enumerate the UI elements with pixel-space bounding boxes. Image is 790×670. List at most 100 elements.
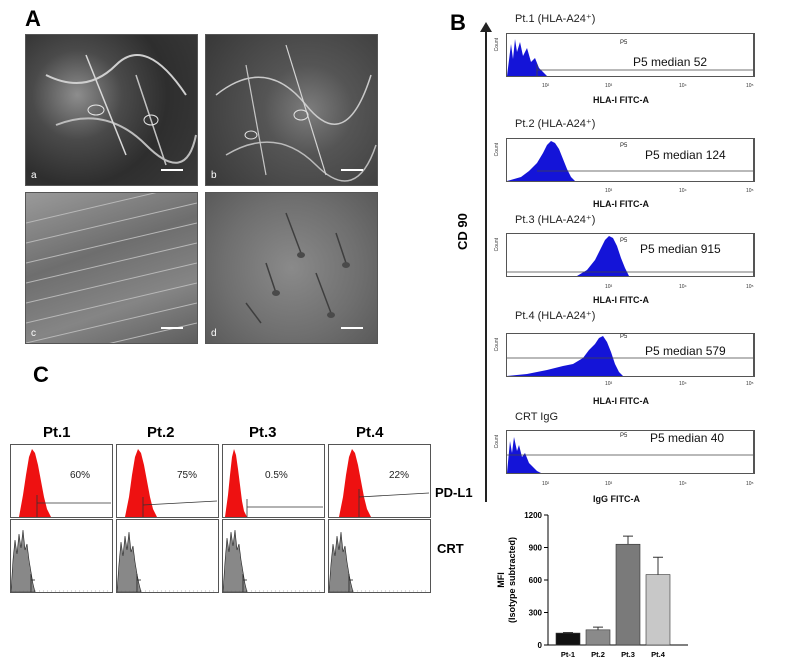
bar bbox=[555, 632, 581, 646]
panel-a-letter: A bbox=[25, 6, 41, 31]
gate-label: P5 bbox=[620, 334, 628, 340]
micrograph-label: b bbox=[211, 170, 217, 181]
micrograph-d: d bbox=[205, 192, 378, 344]
scale-bar bbox=[161, 169, 183, 171]
histogram-xlabel: HLA-I FITC-A bbox=[593, 295, 649, 305]
histogram-plot: Count bbox=[494, 233, 755, 277]
x-tick-label: 10⁴ bbox=[679, 188, 687, 194]
pdl1-histogram bbox=[328, 444, 431, 518]
cd90-axis-label: CD 90 bbox=[455, 213, 470, 250]
pdl1-percent: 0.5% bbox=[265, 470, 288, 481]
x-tick-labels: 10² 10³ 10⁴ 10⁵ bbox=[506, 481, 756, 489]
x-tick-label: 10⁵ bbox=[746, 188, 754, 194]
pdl1-histogram bbox=[10, 444, 113, 518]
x-tick-label: 10⁴ bbox=[679, 284, 687, 290]
pdl1-histogram bbox=[222, 444, 325, 518]
pdl1-percent: 60% bbox=[70, 470, 91, 481]
histogram-title: Pt.1 (HLA-A24⁺) bbox=[515, 13, 596, 25]
histogram-title: Pt.4 (HLA-A24⁺) bbox=[515, 310, 596, 322]
histogram-title: Pt.3 (HLA-A24⁺) bbox=[515, 214, 596, 226]
patient-header: Pt.1 bbox=[43, 424, 71, 441]
gate-label: P5 bbox=[620, 40, 628, 46]
x-tick-label: 10⁴ bbox=[679, 481, 687, 487]
x-tick-label: 10⁵ bbox=[746, 284, 754, 290]
count-axis-label: Count bbox=[494, 435, 500, 449]
y-axis-label: (Isotype subtracted) bbox=[507, 537, 517, 623]
x-tick-label: 10⁵ bbox=[746, 481, 754, 487]
gate-label: P5 bbox=[620, 433, 628, 439]
x-tick-label: 10⁴ bbox=[679, 83, 687, 89]
gate-label: P5 bbox=[620, 238, 628, 244]
panel-c-letter: C bbox=[33, 362, 49, 387]
count-axis-label: Count bbox=[494, 143, 500, 157]
patient-header: Pt.4 bbox=[356, 424, 384, 441]
count-axis-label: Count bbox=[494, 238, 500, 252]
histogram-xlabel: HLA-I FITC-A bbox=[593, 396, 649, 406]
patient-header: Pt.2 bbox=[147, 424, 175, 441]
pdl1-percent: 75% bbox=[177, 470, 198, 481]
x-tick-label: 10³ bbox=[605, 284, 613, 290]
micrograph-label: a bbox=[31, 170, 37, 181]
median-label: P5 median 915 bbox=[640, 242, 721, 256]
crt-histogram bbox=[222, 519, 325, 593]
x-tick-label: Pt.4 bbox=[651, 650, 666, 659]
y-tick-label: 300 bbox=[529, 609, 543, 618]
micrograph-b: b bbox=[205, 34, 378, 186]
count-axis-label: Count bbox=[494, 38, 500, 52]
gate-label: P5 bbox=[620, 143, 628, 149]
histogram-title: Pt.2 (HLA-A24⁺) bbox=[515, 118, 596, 130]
bar bbox=[615, 543, 641, 646]
histogram-title: CRT IgG bbox=[515, 411, 558, 423]
mfi-bar-chart: 0 300 600 900 1200 Pt-1 Pt.2 Pt.3 Pt.4 MFI (Isotyp… bbox=[496, 511, 688, 659]
median-label: P5 median 52 bbox=[633, 55, 708, 69]
x-tick-label: 10³ bbox=[605, 188, 613, 194]
row-label-crt: CRT bbox=[437, 541, 464, 556]
histogram-plot: Count bbox=[494, 430, 755, 474]
histogram-plot: Count bbox=[494, 333, 755, 377]
median-label: P5 median 579 bbox=[645, 344, 726, 358]
x-tick-labels: 10³ 10⁴ 10⁵ bbox=[506, 284, 756, 292]
crt-histogram bbox=[10, 519, 113, 593]
bar bbox=[585, 629, 611, 646]
pdl1-percent: 22% bbox=[389, 470, 410, 481]
panel-b-letter: B bbox=[450, 10, 466, 35]
histogram-xlabel: HLA-I FITC-A bbox=[593, 199, 649, 209]
micrograph-label: c bbox=[31, 328, 36, 339]
x-tick-label: Pt.3 bbox=[621, 650, 635, 659]
micrograph-a: a bbox=[25, 34, 198, 186]
micrograph-label: d bbox=[211, 328, 217, 339]
scale-bar bbox=[341, 327, 363, 329]
row-label-pdl1: PD-L1 bbox=[435, 485, 473, 500]
x-tick-label: 10⁴ bbox=[679, 381, 687, 387]
y-tick-label: 0 bbox=[538, 641, 543, 650]
x-tick-label: 10³ bbox=[605, 83, 613, 89]
x-tick-label: 10³ bbox=[605, 481, 613, 487]
x-tick-label: 10⁵ bbox=[746, 83, 754, 89]
count-axis-label: Count bbox=[494, 338, 500, 352]
cd90-axis bbox=[485, 30, 487, 502]
scale-bar bbox=[161, 327, 183, 329]
histogram-xlabel: HLA-I FITC-A bbox=[593, 95, 649, 105]
y-tick-label: 1200 bbox=[524, 511, 542, 520]
x-tick-labels: 10² 10³ 10⁴ 10⁵ bbox=[506, 83, 756, 91]
micrograph-c: c bbox=[25, 192, 198, 344]
bar bbox=[645, 574, 671, 646]
x-tick-label: 10² bbox=[542, 481, 550, 487]
x-tick-labels: 10³ 10⁴ 10⁵ bbox=[506, 381, 756, 389]
cd90-axis-arrow bbox=[480, 22, 492, 32]
y-axis-label: MFI bbox=[496, 572, 506, 588]
median-label: P5 median 40 bbox=[650, 431, 725, 445]
x-tick-label: 10² bbox=[542, 83, 550, 89]
crt-histogram bbox=[116, 519, 219, 593]
x-tick-labels: 10³ 10⁴ 10⁵ bbox=[506, 188, 756, 196]
y-tick-label: 600 bbox=[529, 576, 543, 585]
scale-bar bbox=[341, 169, 363, 171]
pdl1-histogram bbox=[116, 444, 219, 518]
median-label: P5 median 124 bbox=[645, 148, 726, 162]
x-tick-label: 10³ bbox=[605, 381, 613, 387]
x-tick-label: Pt.2 bbox=[591, 650, 605, 659]
histogram-plot: Count bbox=[494, 33, 755, 77]
x-tick-label: Pt-1 bbox=[561, 650, 575, 659]
histogram-xlabel: IgG FITC-A bbox=[593, 494, 640, 504]
patient-header: Pt.3 bbox=[249, 424, 277, 441]
